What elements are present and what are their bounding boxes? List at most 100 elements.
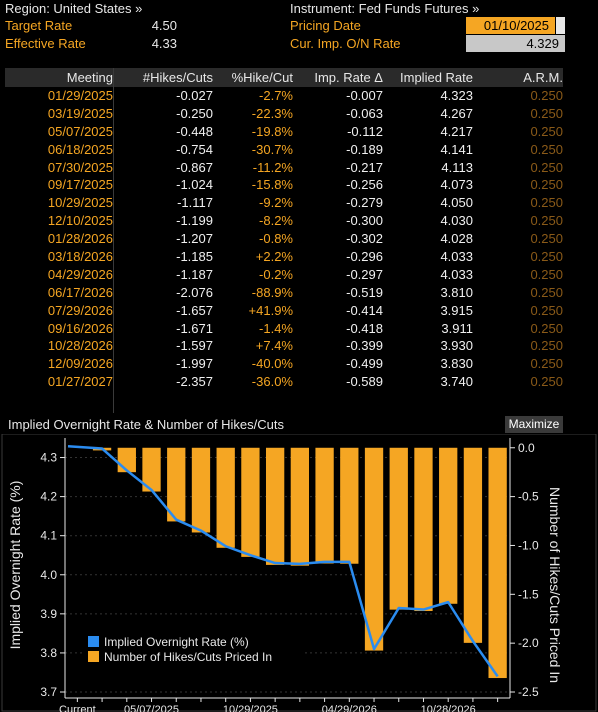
col-header-imp-rate-delta[interactable]: Imp. Rate Δ xyxy=(314,70,383,85)
bar-hikes-cuts xyxy=(364,447,384,651)
cell-imp-rate-delta: -0.256 xyxy=(346,177,383,193)
cell-meeting: 05/07/2025 xyxy=(47,123,113,139)
table-row[interactable]: 01/29/2025 -0.027 -2.7% -0.007 4.323 0.250 xyxy=(5,87,563,105)
cell-imp-rate-delta: -0.007 xyxy=(346,88,383,103)
effective-rate-value: 4.33 xyxy=(151,36,177,51)
cell-hikes-cuts: -0.027 xyxy=(176,88,213,103)
col-header-hikes-cuts[interactable]: #Hikes/Cuts xyxy=(142,70,213,85)
cell-meeting: 10/28/2026 xyxy=(47,338,113,354)
cell-arm: 0.250 xyxy=(530,356,563,372)
cell-hikes-cuts: -2.076 xyxy=(176,284,213,300)
col-header-pct-hike-cut[interactable]: %Hike/Cut xyxy=(231,70,293,85)
cell-implied-rate: 3.810 xyxy=(440,284,473,300)
cell-arm: 0.250 xyxy=(530,231,563,247)
cell-imp-rate-delta: -0.414 xyxy=(346,302,383,318)
right-tick-label: -1.5 xyxy=(518,587,539,601)
cell-implied-rate: 4.033 xyxy=(440,249,473,265)
cell-arm: 0.250 xyxy=(530,320,563,336)
table-row[interactable]: 04/29/2026 -1.187 -0.2% -0.297 4.033 0.250 xyxy=(5,266,563,284)
instrument-selector[interactable]: Instrument: Fed Funds Futures » xyxy=(290,1,480,16)
table-row[interactable]: 07/30/2025 -0.867 -11.2% -0.217 4.113 0.250 xyxy=(5,159,563,177)
cell-pct-hike-cut: -30.7% xyxy=(251,141,293,157)
legend-swatch xyxy=(88,636,99,647)
right-tick-label: -1.0 xyxy=(518,538,539,552)
table-row[interactable]: 01/27/2027 -2.357 -36.0% -0.589 3.740 0.250 xyxy=(5,373,563,391)
cell-hikes-cuts: -2.357 xyxy=(176,374,213,390)
table-row[interactable]: 03/19/2025 -0.250 -22.3% -0.063 4.267 0.250 xyxy=(5,105,563,123)
bar-hikes-cuts xyxy=(414,447,433,612)
table-row[interactable]: 07/29/2026 -1.657 +41.9% -0.414 3.915 0.250 xyxy=(5,302,563,320)
cell-hikes-cuts: -0.754 xyxy=(176,141,213,157)
cell-imp-rate-delta: -0.112 xyxy=(347,123,383,139)
col-header-implied-rate[interactable]: Implied Rate xyxy=(400,70,473,85)
cell-arm: 0.250 xyxy=(530,159,563,175)
cell-arm: 0.250 xyxy=(530,284,563,300)
cell-imp-rate-delta: -0.297 xyxy=(346,266,383,282)
bar-hikes-cuts xyxy=(340,447,359,564)
x-tick-label: 10/29/2025 xyxy=(223,704,278,712)
table-row[interactable]: 06/17/2026 -2.076 -88.9% -0.519 3.810 0.250 xyxy=(5,284,563,302)
cell-implied-rate: 4.267 xyxy=(440,105,473,121)
table-row[interactable]: 10/28/2026 -1.597 +7.4% -0.399 3.930 0.250 xyxy=(5,337,563,355)
cell-hikes-cuts: -0.867 xyxy=(176,159,213,175)
table-row[interactable]: 05/07/2025 -0.448 -19.8% -0.112 4.217 0.250 xyxy=(5,123,563,141)
bar-hikes-cuts xyxy=(241,447,260,557)
table-row[interactable]: 01/28/2026 -1.207 -0.8% -0.302 4.028 0.250 xyxy=(5,230,563,248)
bar-hikes-cuts xyxy=(216,447,235,548)
legend-swatch xyxy=(88,651,99,662)
left-tick-label: 4.2 xyxy=(40,490,57,504)
col-header-meeting[interactable]: Meeting xyxy=(66,70,113,85)
cell-pct-hike-cut: -40.0% xyxy=(251,356,293,372)
bar-hikes-cuts xyxy=(389,447,408,610)
bar-hikes-cuts xyxy=(463,447,483,643)
cell-pct-hike-cut: -8.2% xyxy=(259,213,293,229)
cell-arm: 0.250 xyxy=(530,177,563,193)
table-row[interactable]: 03/18/2026 -1.185 +2.2% -0.296 4.033 0.250 xyxy=(5,248,563,266)
cell-hikes-cuts: -1.597 xyxy=(176,338,213,354)
cell-meeting: 06/17/2026 xyxy=(47,284,113,300)
target-rate-value: 4.50 xyxy=(151,18,177,33)
pricing-date-input[interactable]: 01/10/2025 xyxy=(466,17,555,34)
cell-hikes-cuts: -1.207 xyxy=(176,231,213,247)
cell-arm: 0.250 xyxy=(530,141,563,157)
cell-hikes-cuts: -0.448 xyxy=(176,123,213,139)
cell-hikes-cuts: -0.250 xyxy=(176,105,213,121)
cell-arm: 0.250 xyxy=(530,88,563,103)
cell-implied-rate: 4.028 xyxy=(440,231,473,247)
bar-hikes-cuts xyxy=(142,447,161,492)
x-tick-label: 05/07/2025 xyxy=(124,704,179,712)
cell-pct-hike-cut: -11.2% xyxy=(252,159,293,175)
legend-label: Number of Hikes/Cuts Priced In xyxy=(104,650,272,664)
right-axis-title: Number of Hikes/Cuts Priced In xyxy=(547,487,563,683)
calendar-icon[interactable] xyxy=(556,17,565,34)
table-row[interactable]: 12/09/2026 -1.997 -40.0% -0.499 3.830 0.250 xyxy=(5,355,563,373)
cell-implied-rate: 3.830 xyxy=(440,356,473,372)
table-row[interactable]: 06/18/2025 -0.754 -30.7% -0.189 4.141 0.250 xyxy=(5,141,563,159)
right-tick-label: 0.0 xyxy=(518,441,535,455)
cell-pct-hike-cut: -1.4% xyxy=(259,320,293,336)
cell-arm: 0.250 xyxy=(530,249,563,265)
on-rate-value: 4.329 xyxy=(466,35,565,52)
table-row[interactable]: 09/17/2025 -1.024 -15.8% -0.256 4.073 0.250 xyxy=(5,176,563,194)
chart-frame xyxy=(1,434,597,712)
right-tick-label: -2.5 xyxy=(518,685,539,699)
region-selector[interactable]: Region: United States » xyxy=(5,1,143,16)
on-rate-label: Cur. Imp. O/N Rate xyxy=(290,36,401,51)
bar-hikes-cuts xyxy=(315,447,334,564)
cell-imp-rate-delta: -0.302 xyxy=(346,231,383,247)
table-row[interactable]: 09/16/2026 -1.671 -1.4% -0.418 3.911 0.250 xyxy=(5,320,563,338)
cell-meeting: 07/30/2025 xyxy=(47,159,113,175)
cell-implied-rate: 3.911 xyxy=(441,320,473,336)
cell-implied-rate: 4.033 xyxy=(440,266,473,282)
table-divider xyxy=(113,68,114,413)
table-row[interactable]: 12/10/2025 -1.199 -8.2% -0.300 4.030 0.250 xyxy=(5,212,563,230)
cell-meeting: 12/10/2025 xyxy=(47,213,113,229)
left-axis-title: Implied Overnight Rate (%) xyxy=(7,481,23,650)
cell-meeting: 03/19/2025 xyxy=(47,105,113,121)
maximize-button[interactable]: Maximize xyxy=(505,416,563,433)
col-header-arm[interactable]: A.R.M. xyxy=(523,70,563,85)
x-tick-label: 04/29/2026 xyxy=(322,704,377,712)
cell-meeting: 09/16/2026 xyxy=(47,320,113,336)
table-row[interactable]: 10/29/2025 -1.117 -9.2% -0.279 4.050 0.250 xyxy=(5,194,563,212)
cell-imp-rate-delta: -0.063 xyxy=(346,105,383,121)
